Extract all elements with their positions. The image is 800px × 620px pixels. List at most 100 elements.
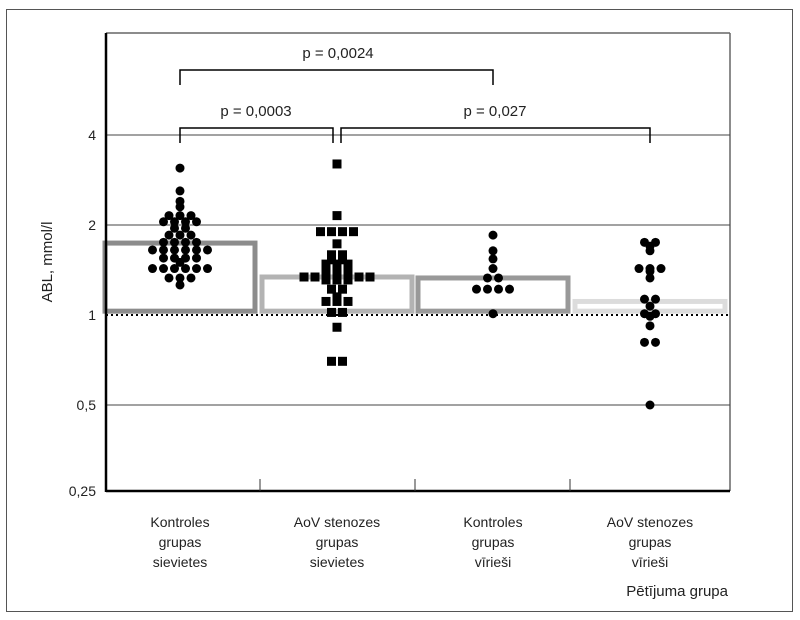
data-point-circle xyxy=(192,217,201,227)
data-point-circle xyxy=(640,294,649,304)
data-point-circle xyxy=(645,246,655,256)
significance-bracket xyxy=(179,127,334,143)
data-point-circle xyxy=(203,264,212,274)
x-tick-label: sievietes xyxy=(153,554,207,570)
data-point-square xyxy=(332,275,342,285)
data-point-circle xyxy=(651,337,660,347)
y-axis-label: ABL, mmol/l xyxy=(39,222,56,303)
data-point-circle xyxy=(170,245,179,255)
data-point-circle xyxy=(634,264,644,274)
data-point-circle xyxy=(175,186,185,196)
data-point-square xyxy=(343,259,353,269)
x-tick-label: grupas xyxy=(316,534,359,550)
data-point-square xyxy=(338,307,347,317)
data-point-square xyxy=(316,227,325,237)
data-point-circle xyxy=(483,284,492,294)
data-point-square xyxy=(332,296,342,306)
data-point-circle xyxy=(159,245,168,255)
data-point-circle xyxy=(159,253,168,263)
data-point-circle xyxy=(488,230,498,240)
x-tick-label: grupas xyxy=(159,534,202,550)
y-tick-label: 1 xyxy=(88,307,96,323)
data-point-circle xyxy=(186,273,196,283)
data-point-circle xyxy=(181,245,190,255)
y-tick-label: 0,25 xyxy=(69,483,96,499)
y-tick-label: 2 xyxy=(88,217,96,233)
data-point-circle xyxy=(494,273,503,283)
data-point-square xyxy=(332,292,342,302)
data-point-circle xyxy=(192,253,201,263)
mean-bar xyxy=(415,275,571,314)
data-point-square xyxy=(327,284,336,294)
data-point-circle xyxy=(164,211,174,221)
data-point-circle xyxy=(164,230,174,240)
figure-frame xyxy=(6,9,793,612)
x-tick-label: Kontroles xyxy=(463,514,522,530)
data-point-circle xyxy=(175,211,185,221)
data-point-circle xyxy=(192,264,201,274)
data-point-circle xyxy=(170,264,179,274)
data-point-circle xyxy=(192,237,201,247)
data-point-square xyxy=(299,272,309,282)
p-value-label: p = 0,0003 xyxy=(220,103,291,120)
data-point-circle xyxy=(483,273,492,283)
y-tick-label: 4 xyxy=(88,127,96,143)
data-point-square xyxy=(343,264,353,274)
data-point-circle xyxy=(186,211,196,221)
x-tick-label: AoV stenozes xyxy=(294,514,380,530)
data-point-square xyxy=(327,255,336,265)
data-point-square xyxy=(332,159,342,169)
data-point-circle xyxy=(170,223,179,233)
x-tick-label: grupas xyxy=(472,534,515,550)
significance-bracket xyxy=(179,69,494,85)
data-point-square xyxy=(321,264,331,274)
data-point-square xyxy=(343,296,353,306)
data-point-square xyxy=(327,307,336,317)
data-point-circle xyxy=(645,273,655,283)
data-point-square xyxy=(338,250,347,260)
data-point-circle xyxy=(656,264,666,274)
data-point-circle xyxy=(170,237,179,247)
y-tick-label: 0,5 xyxy=(77,397,97,413)
data-point-circle xyxy=(494,284,503,294)
data-point-circle xyxy=(488,309,498,319)
x-axis-label: Pētījuma grupa xyxy=(626,583,728,600)
data-point-circle xyxy=(472,284,481,294)
data-point-square xyxy=(365,272,375,282)
x-tick-label: vīrieši xyxy=(632,554,669,570)
data-point-square xyxy=(327,227,336,237)
data-point-circle xyxy=(164,273,174,283)
data-point-square xyxy=(327,250,336,260)
data-point-circle xyxy=(488,246,498,256)
data-point-circle xyxy=(148,264,157,274)
data-point-square xyxy=(338,255,347,265)
data-point-circle xyxy=(488,254,498,264)
data-point-circle xyxy=(175,280,185,290)
data-point-circle xyxy=(645,321,655,331)
data-point-square xyxy=(354,272,364,282)
data-point-circle xyxy=(505,284,514,294)
data-point-square xyxy=(332,259,342,269)
data-point-square xyxy=(332,322,342,332)
data-point-circle xyxy=(645,311,655,321)
data-point-square xyxy=(321,296,331,306)
data-point-circle xyxy=(175,230,185,240)
x-tick-label: sievietes xyxy=(310,554,364,570)
data-point-circle xyxy=(645,301,655,311)
data-point-square xyxy=(332,264,342,274)
data-point-square xyxy=(321,275,331,285)
data-point-circle xyxy=(203,245,212,255)
data-point-circle xyxy=(186,230,196,240)
x-tick-label: AoV stenozes xyxy=(607,514,693,530)
data-point-square xyxy=(332,211,342,221)
data-point-circle xyxy=(181,237,190,247)
data-point-square xyxy=(321,259,331,269)
data-point-circle xyxy=(159,264,168,274)
data-point-circle xyxy=(181,264,190,274)
data-point-circle xyxy=(640,337,649,347)
data-point-circle xyxy=(645,400,655,410)
data-point-square xyxy=(327,356,336,366)
data-point-circle xyxy=(645,266,655,276)
data-point-square xyxy=(338,227,347,237)
